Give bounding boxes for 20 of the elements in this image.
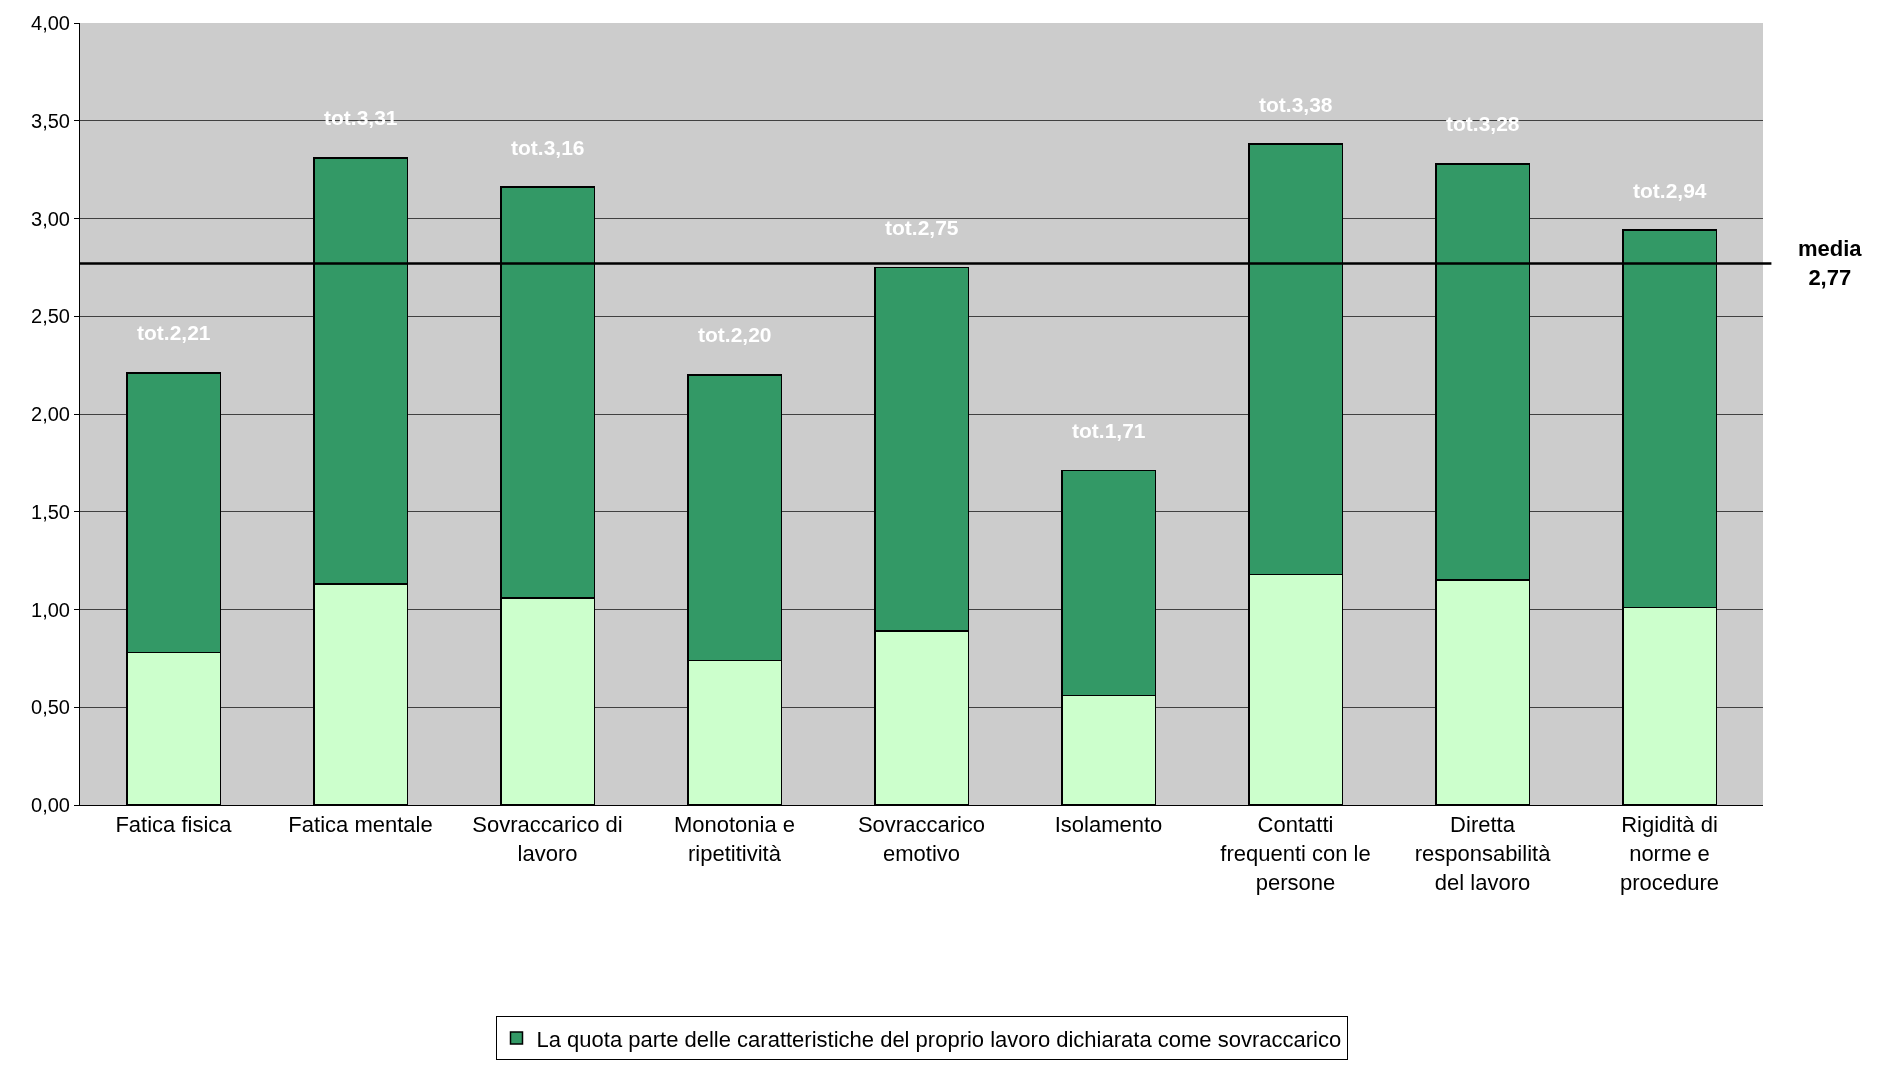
x-tick-label: Sovraccarico di lavoro — [472, 812, 623, 866]
x-tick-label: Fatica mentale — [288, 812, 433, 838]
y-tick-label: 2,50 — [31, 305, 70, 328]
y-tick-label: 4,00 — [31, 12, 70, 34]
x-tick-label: Sovraccarico emotivo — [857, 812, 986, 866]
ref-line-label: media 2,77 — [1798, 236, 1863, 290]
x-tick-label: Monotonia e ripetitività — [673, 812, 796, 866]
y-tick-label: 3,50 — [31, 109, 70, 132]
y-tick-label: 0,00 — [31, 794, 70, 816]
legend-label: La quota parte delle caratteristiche del proprio lavoro dichiarata come sovraccarico — [536, 1026, 1342, 1052]
x-tick-label: Diretta responsabilità del lavoro — [1414, 812, 1552, 895]
x-tick-label: Contatti frequenti con le persone — [1220, 812, 1371, 895]
y-tick-label: 3,00 — [31, 207, 70, 230]
y-tick-label: 0,50 — [31, 696, 70, 719]
x-tick-label: Rigidità di norme e procedure — [1619, 812, 1720, 895]
y-tick-label: 2,00 — [31, 403, 70, 425]
y-tick-label: 1,50 — [31, 500, 70, 523]
x-tick-label: Isolamento — [1054, 812, 1163, 838]
y-tick-label: 1,00 — [31, 598, 70, 621]
x-tick-label: Fatica fisica — [115, 812, 233, 838]
